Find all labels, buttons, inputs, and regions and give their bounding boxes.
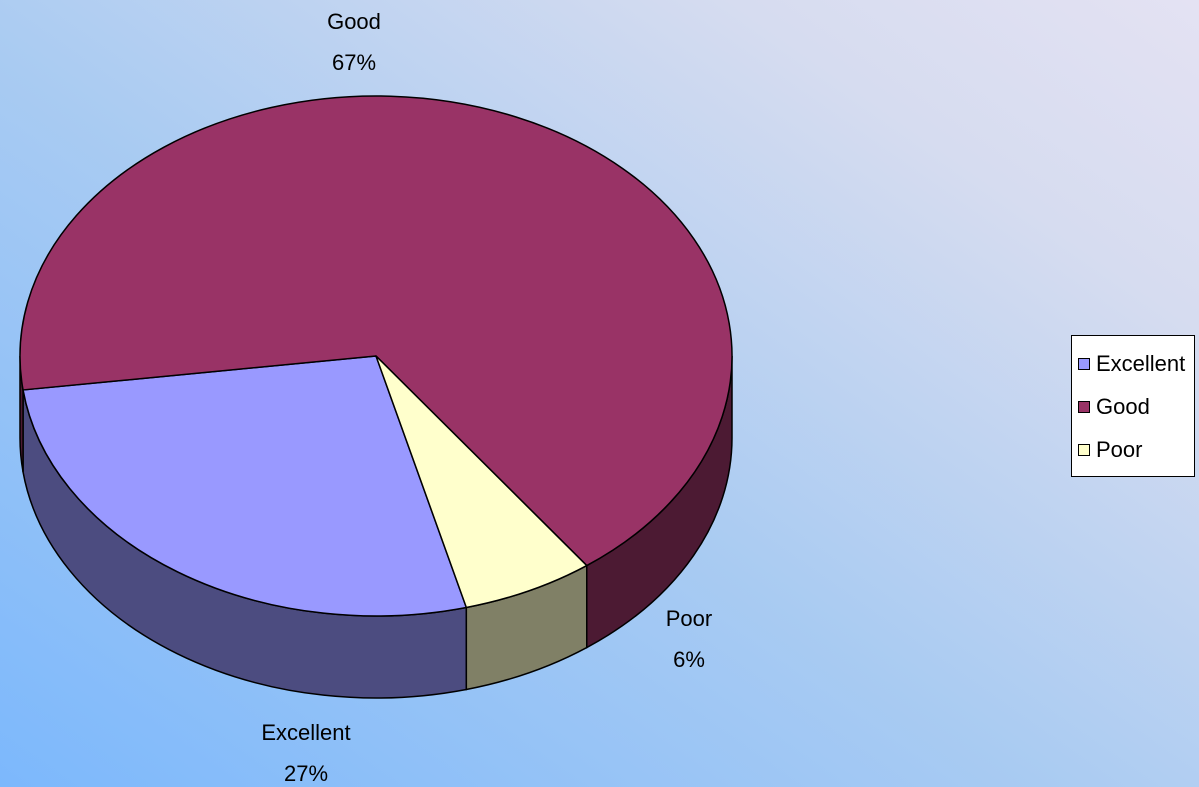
slice-label-excellent: Excellent xyxy=(261,720,350,745)
legend-label-excellent: Excellent xyxy=(1096,350,1186,376)
legend-item-poor: Poor xyxy=(1072,428,1194,471)
pie-tops xyxy=(19,95,733,617)
slice-percent-poor: 6% xyxy=(673,647,705,672)
legend-swatch-excellent xyxy=(1078,357,1090,370)
slice-label-good: Good xyxy=(327,9,381,34)
legend-swatch-poor xyxy=(1078,443,1090,456)
slice-percent-good: 67% xyxy=(332,50,376,75)
pie-slice-good xyxy=(19,95,733,567)
pie-slice-excellent xyxy=(22,355,468,617)
slice-percent-excellent: 27% xyxy=(284,761,328,786)
chart-legend: Excellent Good Poor xyxy=(1071,335,1195,477)
legend-swatch-good xyxy=(1078,400,1090,413)
legend-item-good: Good xyxy=(1072,385,1194,428)
pie-labels: Excellent 27% Good 67% Poor 6% xyxy=(261,9,712,786)
slice-label-poor: Poor xyxy=(666,606,712,631)
legend-label-poor: Poor xyxy=(1096,436,1143,462)
legend-item-excellent: Excellent xyxy=(1072,342,1194,385)
pie-slice-poor xyxy=(375,355,588,609)
legend-label-good: Good xyxy=(1096,393,1150,419)
